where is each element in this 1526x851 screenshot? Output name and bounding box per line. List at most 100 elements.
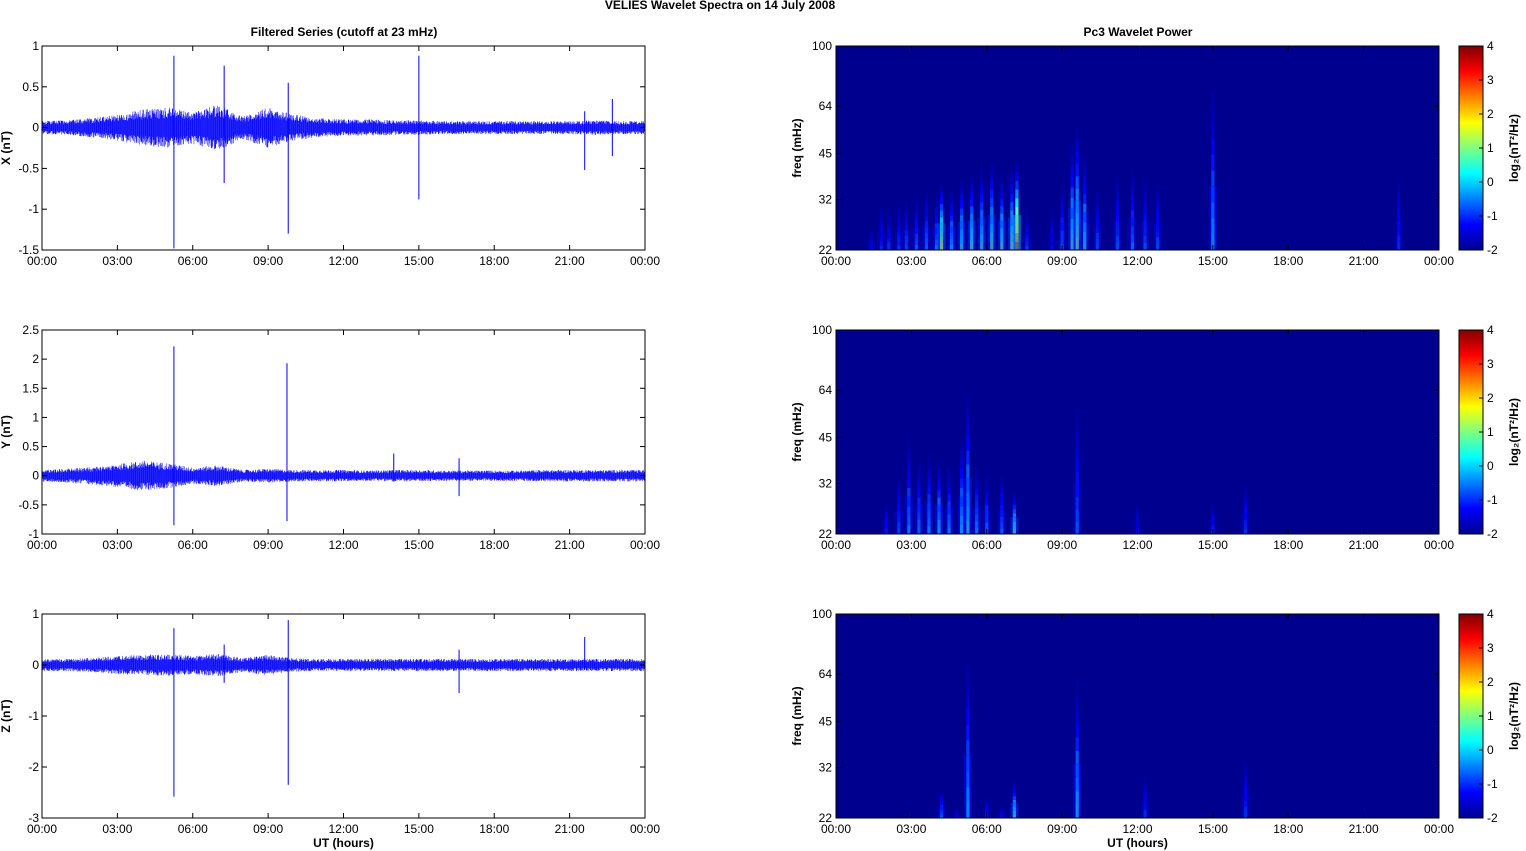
burst-cell <box>1070 186 1074 199</box>
burst-cell <box>1143 797 1147 802</box>
burst-cell <box>1012 500 1016 506</box>
burst-cell <box>1075 709 1079 724</box>
burst-cell <box>975 480 979 489</box>
burst-cell <box>1130 201 1135 211</box>
x-tick-label: 12:00 <box>1122 822 1152 836</box>
burst-cell <box>1060 210 1064 218</box>
burst-cell <box>985 802 989 806</box>
burst-cell <box>907 487 911 498</box>
burst-cell <box>939 210 944 218</box>
burst-cell <box>927 469 931 479</box>
x-tick-label: 09:00 <box>1047 538 1077 552</box>
burst-halo <box>877 231 886 250</box>
burst-cell <box>990 189 994 199</box>
burst-cell <box>960 459 964 470</box>
burst-cell <box>1075 458 1079 472</box>
x-tick-label: 12:00 <box>1122 538 1152 552</box>
burst-cell <box>897 213 901 219</box>
power-burst <box>987 162 996 250</box>
burst-cell <box>914 200 918 207</box>
burst-cell <box>1135 501 1140 506</box>
x-tick-label: 03:00 <box>102 538 132 552</box>
burst-cell <box>947 487 951 495</box>
burst-cell <box>1095 220 1099 228</box>
burst-cell <box>1050 208 1054 213</box>
burst-cell <box>966 677 970 694</box>
power-burst <box>867 227 876 250</box>
burst-cell <box>1243 488 1248 495</box>
burst-cell <box>879 222 883 228</box>
burst-cell <box>884 508 888 512</box>
colorbar-tick-label: -1 <box>1487 209 1498 223</box>
burst-cell <box>960 214 964 223</box>
burst-halo <box>982 510 991 534</box>
burst-cell <box>985 806 989 810</box>
y-axis-label: freq (mHz) <box>790 402 804 461</box>
burst-halo <box>967 220 976 250</box>
burst-cell <box>879 213 883 219</box>
burst-halo <box>1022 233 1031 250</box>
burst-cell <box>1000 498 1004 506</box>
y-axis-label: X (nT) <box>0 131 13 165</box>
x-tick-label: 03:00 <box>102 254 132 268</box>
burst-cell <box>1025 212 1029 218</box>
colorbar-tick-label: -2 <box>1487 811 1498 825</box>
burst-cell <box>1012 788 1016 793</box>
burst-cell <box>985 804 989 808</box>
burst-cell <box>985 475 989 482</box>
timeseries-panel-2: 2.521.510.50-0.5-100:00 03:00 06:00 09:00 12… <box>0 323 660 552</box>
power-burst <box>972 467 981 534</box>
burst-cell <box>980 201 984 211</box>
burst-cell <box>1211 106 1215 123</box>
burst-cell <box>1000 810 1004 813</box>
burst-cell <box>1015 171 1019 181</box>
x-tick-label: 09:00 <box>253 822 283 836</box>
burst-cell <box>990 197 994 208</box>
x-tick-label: 15:00 <box>1198 538 1228 552</box>
colorbar-label: log₂(nT²/Hz) <box>1507 682 1521 750</box>
colorbar-tick-label: 0 <box>1487 743 1494 757</box>
burst-cell <box>1015 206 1019 216</box>
burst-cell <box>924 203 929 210</box>
burst-cell <box>970 176 974 185</box>
x-tick-label: 12:00 <box>1122 254 1152 268</box>
burst-cell <box>937 482 941 491</box>
burst-halo <box>937 223 946 250</box>
power-burst <box>963 662 972 818</box>
burst-cell <box>970 191 974 200</box>
burst-cell <box>966 740 970 757</box>
burst-halo <box>997 220 1006 250</box>
burst-cell <box>939 801 944 805</box>
burst-cell <box>1211 511 1215 516</box>
burst-cell <box>960 440 964 451</box>
burst-cell <box>1083 203 1087 214</box>
x-tick-label: 00:00 <box>821 538 851 552</box>
x-tick-label: 06:00 <box>972 822 1002 836</box>
burst-halo <box>912 228 921 250</box>
burst-cell <box>939 793 944 797</box>
burst-halo <box>1010 803 1019 818</box>
burst-cell <box>879 217 883 223</box>
y-tick-label: -2 <box>28 760 39 774</box>
x-tick-label: 18:00 <box>1273 822 1303 836</box>
burst-cell <box>914 211 918 218</box>
burst-halo <box>947 226 956 250</box>
burst-cell <box>897 226 901 233</box>
burst-cell <box>1012 496 1016 502</box>
left-column-title: Filtered Series (cutoff at 23 mHz) <box>251 25 438 39</box>
x-tick-label: 00:00 <box>630 254 660 268</box>
burst-cell <box>1000 191 1004 200</box>
burst-cell <box>1143 792 1147 798</box>
colorbar-label: log₂(nT²/Hz) <box>1507 398 1521 466</box>
colorbar-tick-label: 2 <box>1487 675 1494 689</box>
burst-cell <box>985 487 989 494</box>
burst-halo <box>997 510 1006 534</box>
power-burst <box>1010 492 1019 534</box>
colorbar-tick-label: 1 <box>1487 425 1494 439</box>
burst-cell <box>879 226 883 233</box>
power-burst <box>997 475 1006 534</box>
x-tick-label: 09:00 <box>1047 254 1077 268</box>
burst-cell <box>1000 481 1004 488</box>
x-tick-label: 21:00 <box>1349 538 1379 552</box>
